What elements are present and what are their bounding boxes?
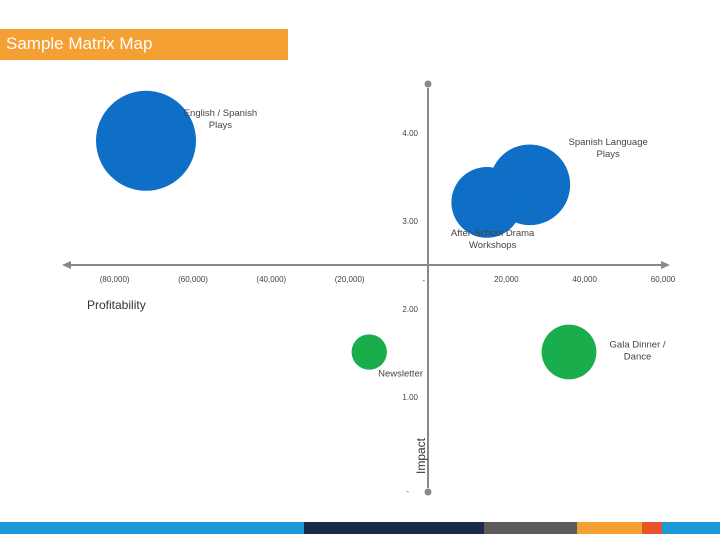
footer-stripe	[0, 522, 720, 534]
y-tick-label: 1.00	[402, 393, 418, 402]
axis-origin-dash: -	[422, 276, 425, 285]
x-tick-label: 60,000	[651, 275, 676, 284]
x-axis-right-arrow	[661, 261, 670, 269]
x-tick-label: (20,000)	[335, 275, 365, 284]
x-tick-label: 20,000	[494, 275, 519, 284]
bubble-label-line: Plays	[597, 149, 620, 160]
bubble-label-line: Spanish Language	[569, 137, 648, 148]
bubble-gala-dinner-dance	[541, 324, 597, 380]
page-title: Sample Matrix Map	[6, 34, 153, 53]
footer-segment	[0, 522, 304, 534]
x-tick-label: (60,000)	[178, 275, 208, 284]
x-tick-label: 40,000	[572, 275, 597, 284]
bubble-label-line: Plays	[209, 120, 232, 131]
bubble-label-line: Gala Dinner /	[610, 340, 666, 351]
bubble-label-line: After-School Drama	[451, 228, 535, 239]
bubble-english-spanish-plays	[96, 90, 196, 191]
y-axis-bottom-cap	[424, 488, 432, 496]
y-tick-label: 4.00	[402, 129, 418, 138]
footer-segment	[642, 522, 663, 534]
footer-segment	[577, 522, 643, 534]
bubble-label-line: Newsletter	[378, 369, 423, 380]
bubble-label-line: Dance	[624, 352, 651, 363]
bubble-newsletter	[351, 334, 387, 370]
bubble-label: Gala Dinner / Dance	[610, 340, 666, 363]
footer-segment	[303, 522, 484, 534]
x-tick-label: (80,000)	[100, 275, 130, 284]
bubble-label-line: Workshops	[469, 240, 517, 251]
bubble-label: English / Spanish Plays	[184, 108, 257, 131]
x-tick-label: (40,000)	[256, 275, 286, 284]
axis-bottom-dash: -	[406, 487, 409, 496]
bubble-label: After-School Drama Workshops	[451, 228, 535, 251]
y-axis-top-cap	[424, 80, 432, 88]
x-axis-title: Profitability	[87, 298, 146, 312]
bubble-label: Newsletter	[378, 369, 423, 380]
y-axis-title: Impact	[414, 437, 428, 474]
footer-segment	[662, 522, 720, 534]
bubble-after-school-drama-workshops	[451, 167, 523, 238]
bubble-label-line: English / Spanish	[184, 108, 257, 119]
bubble-label: Spanish Language Plays	[569, 137, 648, 160]
footer-segment	[483, 522, 578, 534]
title-bar: Sample Matrix Map	[0, 29, 288, 60]
y-tick-label: 3.00	[402, 217, 418, 226]
y-tick-label: 2.00	[402, 305, 418, 314]
x-axis-left-arrow	[62, 261, 71, 269]
